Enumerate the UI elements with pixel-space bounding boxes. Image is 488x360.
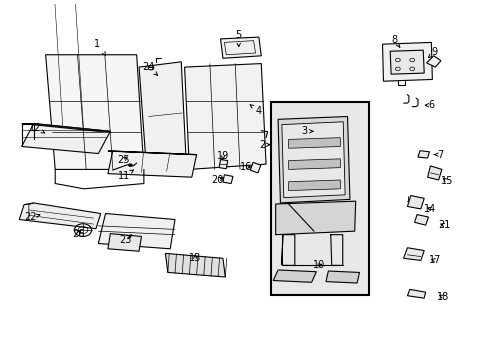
Polygon shape xyxy=(19,203,101,229)
Polygon shape xyxy=(278,117,349,203)
Polygon shape xyxy=(223,175,232,184)
Text: 13: 13 xyxy=(189,253,201,263)
Polygon shape xyxy=(220,37,261,58)
Polygon shape xyxy=(108,151,196,154)
Polygon shape xyxy=(427,166,441,180)
Text: 11: 11 xyxy=(118,170,133,181)
Polygon shape xyxy=(21,123,110,131)
Polygon shape xyxy=(288,138,340,148)
Polygon shape xyxy=(325,271,359,283)
Text: 22: 22 xyxy=(24,212,40,222)
Text: 4: 4 xyxy=(250,105,262,116)
Polygon shape xyxy=(250,162,260,173)
Text: 1: 1 xyxy=(94,39,105,55)
Text: 24: 24 xyxy=(142,62,157,75)
Text: 2: 2 xyxy=(259,140,269,150)
Circle shape xyxy=(128,164,132,167)
Polygon shape xyxy=(426,56,440,67)
Polygon shape xyxy=(403,248,424,260)
Polygon shape xyxy=(414,215,427,225)
Polygon shape xyxy=(288,180,340,190)
Polygon shape xyxy=(219,159,227,169)
Text: 10: 10 xyxy=(312,260,324,270)
Text: 23: 23 xyxy=(119,235,132,245)
Text: 16: 16 xyxy=(239,162,251,172)
Text: 6: 6 xyxy=(424,100,433,110)
Text: 15: 15 xyxy=(440,176,452,186)
Text: 8: 8 xyxy=(390,35,399,47)
Polygon shape xyxy=(389,50,424,74)
Polygon shape xyxy=(382,42,431,81)
Text: 21: 21 xyxy=(438,220,450,230)
Text: 19: 19 xyxy=(216,151,228,161)
Polygon shape xyxy=(281,122,345,198)
Text: 25: 25 xyxy=(117,154,130,165)
Bar xyxy=(270,102,368,294)
Polygon shape xyxy=(165,253,225,277)
Polygon shape xyxy=(108,151,196,177)
Polygon shape xyxy=(275,201,355,235)
Text: 26: 26 xyxy=(72,229,84,239)
Polygon shape xyxy=(184,64,265,170)
Polygon shape xyxy=(417,151,428,158)
Polygon shape xyxy=(407,195,424,209)
Polygon shape xyxy=(273,270,316,282)
Text: 18: 18 xyxy=(436,292,448,302)
Text: 17: 17 xyxy=(428,256,441,265)
Text: 14: 14 xyxy=(424,204,436,214)
Text: 12: 12 xyxy=(29,123,44,133)
Polygon shape xyxy=(45,55,143,170)
Polygon shape xyxy=(407,289,425,298)
Polygon shape xyxy=(98,213,175,249)
Polygon shape xyxy=(108,234,141,251)
Text: 7: 7 xyxy=(433,150,442,159)
Polygon shape xyxy=(288,159,340,170)
Text: 5: 5 xyxy=(235,30,242,46)
Text: 3: 3 xyxy=(301,126,313,136)
Text: 9: 9 xyxy=(427,47,437,58)
Polygon shape xyxy=(139,62,185,166)
Text: 20: 20 xyxy=(211,175,224,185)
Polygon shape xyxy=(21,123,110,154)
